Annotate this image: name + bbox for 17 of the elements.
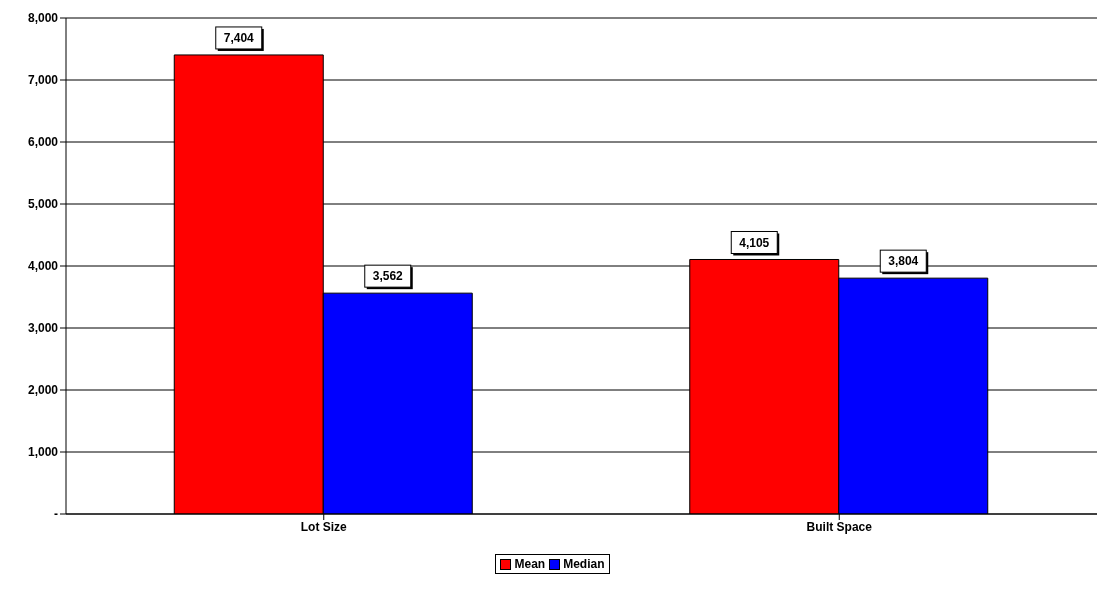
y-tick-label: -: [54, 507, 58, 522]
data-label: 7,404: [223, 31, 255, 46]
y-tick-label: 7,000: [27, 73, 59, 88]
data-label: 3,562: [372, 269, 404, 284]
y-tick-label: 4,000: [27, 259, 59, 274]
y-tick-label: 2,000: [27, 383, 59, 398]
y-tick-label: 1,000: [27, 445, 59, 460]
x-tick-label: Lot Size: [300, 519, 348, 534]
y-tick-label: 3,000: [27, 321, 59, 336]
y-tick-label: 8,000: [27, 11, 59, 26]
y-tick-label: 6,000: [27, 135, 59, 150]
data-label: 3,804: [888, 254, 919, 269]
legend-label: Median: [562, 557, 605, 571]
legend-label: Mean: [513, 557, 546, 571]
y-tick-label: 5,000: [27, 197, 59, 212]
data-label: 4,105: [739, 235, 770, 250]
x-tick-label: Built Space: [806, 519, 873, 534]
